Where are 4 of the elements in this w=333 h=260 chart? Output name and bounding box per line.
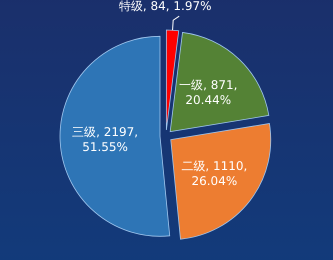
slice-label: 二级, 1110, 26.04% — [181, 159, 248, 188]
slice-label: 特级, 84, 1.97% — [118, 0, 212, 14]
slice-label: 三级, 2197, 51.55% — [72, 124, 138, 154]
slice-label: 一级, 871, 20.44% — [179, 78, 238, 108]
